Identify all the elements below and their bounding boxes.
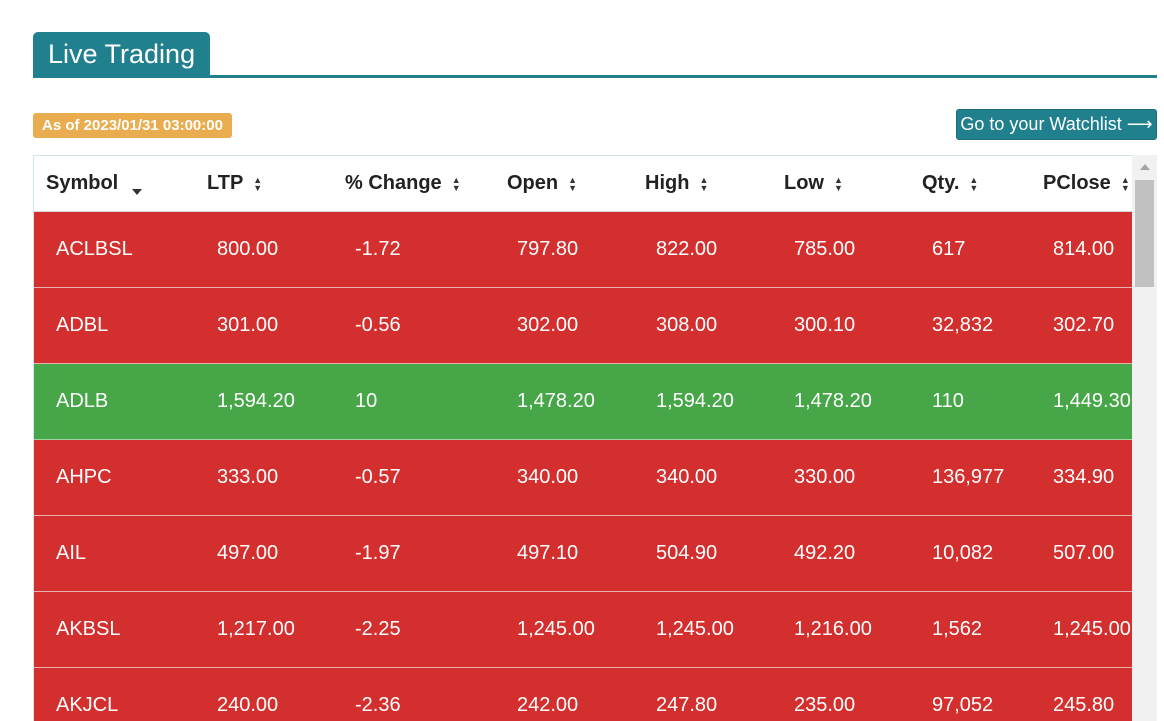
cell-qty: 32,832 — [932, 314, 994, 336]
column-header-label: % Change — [345, 172, 442, 194]
cell-open: 340.00 — [517, 466, 579, 488]
sort-updown-icon: ▲ ▼ — [834, 174, 843, 193]
column-header-label: High — [645, 172, 690, 194]
cell-symbol: AHPC — [56, 466, 112, 488]
cell-low: 785.00 — [794, 238, 856, 260]
cell-symbol: AKJCL — [56, 694, 119, 716]
column-header-label: Symbol — [46, 172, 119, 194]
cell-high: 247.80 — [656, 694, 718, 716]
cell-low: 235.00 — [794, 694, 856, 716]
live-trading-table: Symbol LTP ▲ ▼ % Change ▲ ▼ Open ▲ ▼ High ▲ ▼ Lo… — [33, 155, 1132, 721]
column-header-label: LTP — [207, 172, 244, 194]
cell-qty: 10,082 — [932, 542, 994, 564]
table-row[interactable]: AIL 497.00 -1.97 497.10 504.90 492.20 10,082 50… — [34, 516, 1132, 592]
scrollbar-thumb[interactable] — [1135, 180, 1154, 287]
cell-ltp: 333.00 — [217, 466, 279, 488]
scroll-up-arrow-icon[interactable] — [1140, 164, 1150, 170]
cell-ltp: 1,594.20 — [217, 390, 295, 412]
cell-ltp: 800.00 — [217, 238, 279, 260]
cell-low: 1,478.20 — [794, 390, 872, 412]
cell-open: 1,478.20 — [517, 390, 595, 412]
cell-high: 1,245.00 — [656, 618, 734, 640]
table-row[interactable]: ADLB 1,594.20 10 1,478.20 1,594.20 1,478.20 11… — [34, 364, 1132, 440]
column-header-change[interactable]: % Change ▲ ▼ — [345, 156, 461, 211]
column-header-ltp[interactable]: LTP ▲ ▼ — [207, 156, 262, 211]
table-header: Symbol LTP ▲ ▼ % Change ▲ ▼ Open ▲ ▼ High ▲ ▼ Lo… — [34, 156, 1132, 212]
cell-symbol: ADBL — [56, 314, 109, 336]
column-header-label: Low — [784, 172, 824, 194]
cell-low: 1,216.00 — [794, 618, 872, 640]
sort-updown-icon: ▲ ▼ — [253, 174, 263, 193]
cell-change: -0.57 — [355, 466, 401, 488]
as-of-badge: As of 2023/01/31 03:00:00 — [33, 113, 232, 138]
cell-low: 330.00 — [794, 466, 856, 488]
table-row[interactable]: AKJCL 240.00 -2.36 242.00 247.80 235.00 97,052… — [34, 668, 1132, 721]
cell-change: -1.72 — [355, 238, 401, 260]
cell-open: 1,245.00 — [517, 618, 595, 640]
cell-ltp: 301.00 — [217, 314, 279, 336]
cell-pclose: 1,245.00 — [1053, 618, 1131, 640]
cell-change: -1.97 — [355, 542, 401, 564]
cell-pclose: 245.80 — [1053, 694, 1115, 716]
column-header-label: PClose — [1043, 172, 1111, 194]
cell-high: 340.00 — [656, 466, 718, 488]
column-header-qty[interactable]: Qty. ▲ ▼ — [922, 156, 978, 211]
cell-symbol: AKBSL — [56, 618, 121, 640]
sort-descending-icon — [132, 189, 143, 195]
cell-pclose: 1,449.30 — [1053, 390, 1131, 412]
cell-open: 302.00 — [517, 314, 579, 336]
table-row[interactable]: ADBL 301.00 -0.56 302.00 308.00 300.10 32,832 3… — [34, 288, 1132, 364]
cell-pclose: 507.00 — [1053, 542, 1115, 564]
column-header-high[interactable]: High ▲ ▼ — [645, 156, 708, 211]
sort-updown-icon: ▲ ▼ — [568, 174, 578, 193]
column-header-label: Open — [507, 172, 559, 194]
cell-qty: 617 — [932, 238, 966, 260]
cell-ltp: 497.00 — [217, 542, 279, 564]
sort-updown-icon: ▲ ▼ — [969, 174, 979, 193]
cell-ltp: 1,217.00 — [217, 618, 295, 640]
cell-qty: 110 — [932, 390, 964, 412]
cell-high: 1,594.20 — [656, 390, 734, 412]
section-header: Live Trading — [33, 32, 1157, 78]
sort-updown-icon: ▲ ▼ — [1120, 174, 1130, 193]
table-body: ACLBSL 800.00 -1.72 797.80 822.00 785.00 617 81… — [34, 212, 1132, 721]
sort-updown-icon: ▲ ▼ — [451, 174, 461, 193]
cell-symbol: AIL — [56, 542, 87, 564]
column-header-pclose[interactable]: PClose ▲ ▼ — [1043, 156, 1130, 211]
cell-high: 308.00 — [656, 314, 718, 336]
cell-ltp: 240.00 — [217, 694, 279, 716]
cell-open: 497.10 — [517, 542, 579, 564]
column-header-open[interactable]: Open ▲ ▼ — [507, 156, 577, 211]
column-header-symbol[interactable]: Symbol — [46, 156, 143, 211]
table-row[interactable]: ACLBSL 800.00 -1.72 797.80 822.00 785.00 617 81… — [34, 212, 1132, 288]
cell-symbol: ADLB — [56, 390, 109, 412]
cell-high: 504.90 — [656, 542, 718, 564]
page-title: Live Trading — [33, 32, 211, 78]
cell-qty: 97,052 — [932, 694, 994, 716]
table-row[interactable]: AHPC 333.00 -0.57 340.00 340.00 330.00 136,977… — [34, 440, 1132, 516]
vertical-scrollbar[interactable] — [1132, 155, 1157, 721]
column-header-label: Qty. — [922, 172, 960, 194]
table-row[interactable]: AKBSL 1,217.00 -2.25 1,245.00 1,245.00 1,216.… — [34, 592, 1132, 668]
cell-symbol: ACLBSL — [56, 238, 133, 260]
cell-pclose: 814.00 — [1053, 238, 1115, 260]
cell-qty: 136,977 — [932, 466, 1005, 488]
go-to-watchlist-button[interactable]: Go to your Watchlist ⟶ — [956, 109, 1157, 140]
cell-low: 300.10 — [794, 314, 856, 336]
column-header-low[interactable]: Low ▲ ▼ — [784, 156, 843, 211]
cell-pclose: 302.70 — [1053, 314, 1115, 336]
cell-pclose: 334.90 — [1053, 466, 1115, 488]
cell-change: -2.36 — [355, 694, 401, 716]
sort-updown-icon: ▲ ▼ — [699, 174, 709, 193]
cell-low: 492.20 — [794, 542, 856, 564]
cell-open: 797.80 — [517, 238, 579, 260]
cell-qty: 1,562 — [932, 618, 983, 640]
cell-change: -0.56 — [355, 314, 401, 336]
cell-open: 242.00 — [517, 694, 579, 716]
cell-change: -2.25 — [355, 618, 401, 640]
cell-high: 822.00 — [656, 238, 718, 260]
cell-change: 10 — [355, 390, 378, 412]
